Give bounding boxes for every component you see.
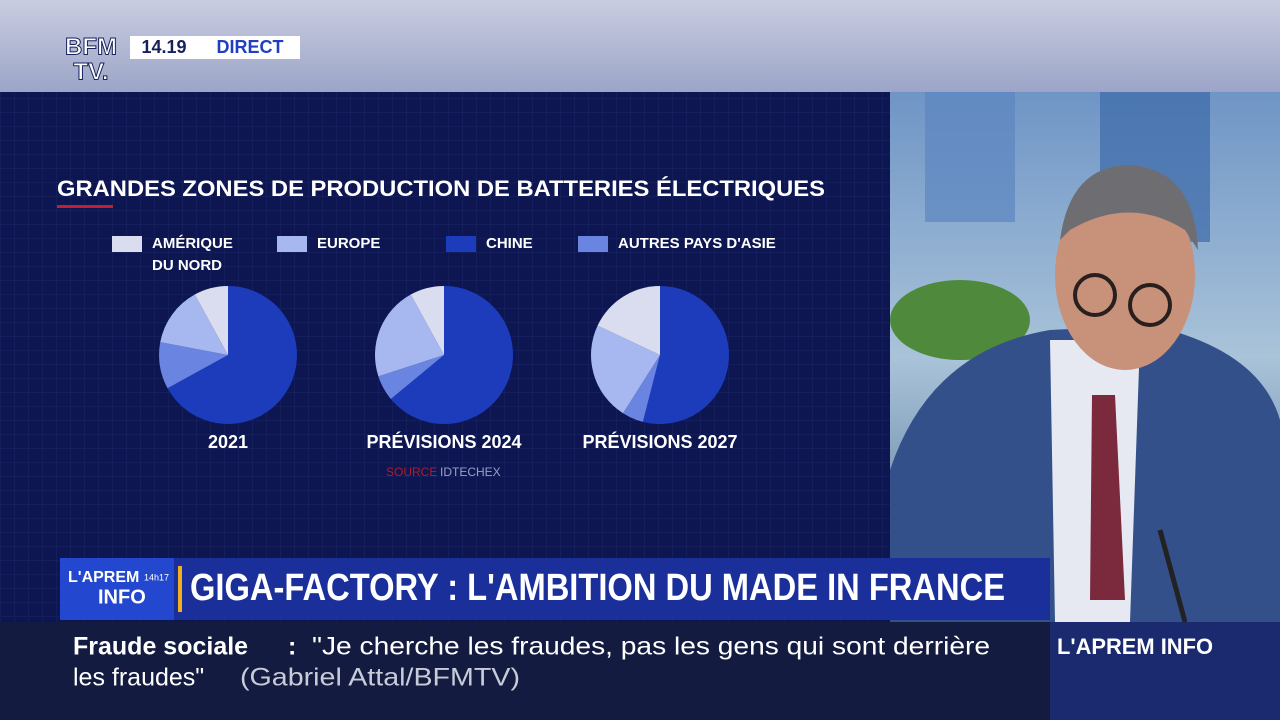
microphone (1157, 529, 1188, 623)
legend-label: AMÉRIQUE DU NORD (152, 235, 233, 274)
legend-label: CHINE (486, 235, 533, 252)
pie-label: PRÉVISIONS 2024 (366, 431, 521, 452)
live-box (130, 36, 300, 59)
ticker-credit: (Gabriel Attal/BFMTV) (240, 664, 520, 692)
chart-title: GRANDES ZONES DE PRODUCTION DE BATTERIES… (57, 176, 825, 201)
pie-slice (160, 294, 228, 355)
ticker-side (1050, 622, 1280, 720)
pie-slice (410, 286, 444, 355)
pie-slice (623, 355, 660, 422)
headline-bar (60, 558, 1050, 620)
ticker-separator: : (288, 633, 296, 661)
pie-slice (194, 286, 228, 355)
ticker-quote: "Je cherche les fraudes, pas les gens qu… (312, 633, 990, 661)
pie-label: 2021 (208, 432, 248, 452)
ticker (0, 622, 1050, 720)
legend-swatch (578, 236, 608, 252)
legend-swatch (446, 236, 476, 252)
presenter-hair (1060, 165, 1198, 250)
pie-slice (591, 325, 660, 414)
pie-slice (642, 286, 729, 424)
headline: GIGA-FACTORY : L'AMBITION DU MADE IN FRA… (190, 567, 1005, 609)
presenter-tie (1090, 395, 1125, 600)
show-logo-text: L'APREM (68, 569, 139, 586)
legend-swatch (112, 236, 142, 252)
logo-text: BFM (65, 33, 117, 60)
ticker-quote: les fraudes" (73, 664, 204, 692)
clock: 14.19 (141, 37, 186, 57)
separator (178, 566, 182, 612)
legend-label: EUROPE (317, 235, 381, 252)
legend-swatch (277, 236, 307, 252)
ticker-topic: Fraude sociale (73, 633, 248, 661)
pie-slice (597, 286, 660, 355)
pie-slice (375, 294, 444, 377)
pie-slice (390, 286, 513, 424)
title-underline (57, 205, 113, 208)
live-label: DIRECT (217, 37, 284, 57)
source-name: IDTECHEX (440, 465, 501, 479)
glasses (1073, 273, 1117, 317)
pie-slice (378, 355, 444, 399)
source-label: SOURCE (386, 465, 437, 479)
building (925, 92, 1015, 222)
pie-slice (167, 286, 298, 424)
show-logo-text: INFO (98, 586, 146, 608)
pie-slice (159, 342, 228, 389)
glasses (1128, 283, 1172, 327)
show-logo (60, 558, 174, 620)
pie-label: PRÉVISIONS 2027 (582, 431, 737, 452)
legend-label: AUTRES PAYS D'ASIE (618, 235, 776, 252)
ticker-show: L'APREM INFO (1057, 634, 1213, 659)
logo-text: TV. (73, 58, 108, 85)
show-logo-time: 14h17 (144, 572, 169, 582)
trees (890, 280, 1030, 360)
